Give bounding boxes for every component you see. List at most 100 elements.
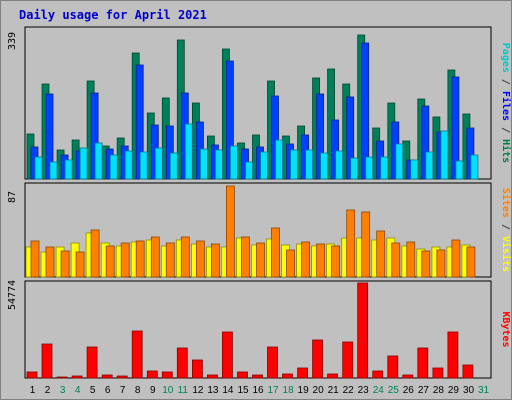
x-tick-label-day-24: 24 — [373, 385, 385, 396]
kbytes-legend-part-1: KBytes — [500, 311, 511, 347]
x-tick-label-day-18: 18 — [283, 385, 295, 396]
sites-visits-bar-sites-day-28 — [436, 249, 446, 278]
x-tick-label-day-29: 29 — [448, 385, 460, 396]
sites-visits-bar-sites-day-6 — [105, 245, 115, 278]
x-tick-label-day-31: 31 — [478, 385, 490, 396]
kbytes-bar-kbytes-day-22 — [342, 341, 354, 379]
x-tick-label-day-20: 20 — [313, 385, 325, 396]
pages-files-hits-bar-pages-day-24 — [380, 156, 389, 180]
x-tick-label-day-9: 9 — [150, 385, 156, 396]
pages-files-hits-bar-pages-day-23 — [365, 156, 374, 180]
kbytes-bar-kbytes-day-13 — [206, 374, 218, 379]
x-tick-label-day-23: 23 — [358, 385, 370, 396]
x-tick-label-day-4: 4 — [75, 385, 81, 396]
sites-visits-bar-sites-day-7 — [120, 242, 130, 278]
sites-visits-bar-sites-day-27 — [421, 250, 431, 278]
kbytes-bar-kbytes-day-11 — [176, 347, 188, 379]
sites-visits-bar-sites-day-25 — [391, 242, 401, 278]
kbytes-bar-kbytes-day-18 — [282, 373, 293, 379]
kbytes-bar-kbytes-day-17 — [267, 346, 278, 379]
sites-visits-bar-sites-day-10 — [165, 242, 175, 278]
kbytes-bar-kbytes-day-6 — [101, 374, 113, 379]
sites-visits-bar-sites-day-17 — [271, 227, 280, 278]
pages-files-hits-bar-pages-day-28 — [440, 130, 449, 180]
pages-files-hits-bar-pages-day-3 — [64, 159, 73, 180]
pages-files-hits-bar-pages-day-8 — [139, 151, 148, 180]
pages-files-hits-bar-pages-day-30 — [470, 154, 479, 180]
x-tick-label-day-2: 2 — [45, 385, 51, 396]
panel-frame-3 — [24, 280, 492, 379]
pages-files-hits-bar-pages-day-4 — [79, 147, 88, 180]
kbytes-bar-kbytes-day-12 — [191, 359, 203, 379]
pages-files-hits-bar-files-day-27 — [421, 105, 430, 180]
x-tick-label-day-21: 21 — [328, 385, 340, 396]
x-tick-label-day-12: 12 — [192, 385, 204, 396]
pages-files-hits-bar-pages-day-12 — [199, 148, 208, 180]
pages-files-hits-bar-files-day-30 — [466, 127, 475, 180]
pages-files-hits-bar-pages-day-29 — [455, 160, 464, 180]
pages-files-hits-bar-files-day-17 — [271, 95, 279, 180]
sites-visits-bar-sites-day-8 — [135, 240, 145, 278]
sites-visits-legend-part-1: Sites — [500, 188, 512, 218]
x-tick-label-day-1: 1 — [30, 385, 36, 396]
kbytes-bar-kbytes-day-25 — [387, 355, 399, 379]
kbytes-bar-kbytes-day-9 — [146, 370, 158, 379]
pages-files-hits-bar-files-day-20 — [316, 93, 325, 180]
x-tick-label-day-26: 26 — [403, 385, 415, 396]
pages-files-hits-bar-files-day-8 — [135, 64, 144, 180]
sites-visits-legend-part-2: / — [500, 218, 511, 236]
pages-files-hits-bar-pages-day-18 — [290, 149, 298, 180]
sites-visits-bar-sites-day-21 — [331, 245, 341, 278]
kbytes-bar-kbytes-day-7 — [116, 375, 128, 379]
pages-files-hits-bar-files-day-2 — [45, 93, 54, 180]
pages-files-hits-bar-pages-day-26 — [410, 159, 419, 180]
pages-files-hits-bar-pages-day-9 — [154, 147, 163, 180]
sites-visits-bar-sites-day-30 — [466, 246, 476, 278]
chart-title: Daily usage for April 2021 — [19, 8, 207, 22]
sites-visits-bar-sites-day-4 — [75, 251, 85, 278]
x-tick-label-day-5: 5 — [90, 385, 96, 396]
kbytes-bar-kbytes-day-23 — [357, 282, 369, 379]
pages-files-hits-bar-files-day-10 — [165, 125, 174, 180]
pages-files-hits-axis-legend: Pages / Files / Hits — [500, 43, 512, 163]
kbytes-bar-kbytes-day-4 — [71, 375, 83, 379]
x-tick-label-day-30: 30 — [463, 385, 475, 396]
x-tick-label-day-7: 7 — [120, 385, 126, 396]
x-tick-label-day-11: 11 — [178, 385, 189, 396]
x-tick-label-day-16: 16 — [252, 385, 264, 396]
kbytes-bar-kbytes-day-21 — [327, 373, 339, 379]
pages-files-hits-ymax-label: 339 — [7, 32, 18, 50]
pages-files-hits-bar-pages-day-14 — [229, 145, 238, 180]
pages-files-hits-bar-files-day-5 — [90, 92, 99, 180]
pages-files-hits-bar-pages-day-15 — [245, 161, 253, 180]
pages-files-hits-bar-pages-day-17 — [275, 139, 283, 180]
x-tick-label-day-25: 25 — [388, 385, 400, 396]
kbytes-bar-kbytes-day-26 — [402, 374, 414, 379]
kbytes-bar-kbytes-day-8 — [131, 330, 143, 379]
sites-visits-bar-sites-day-3 — [60, 250, 70, 278]
kbytes-bar-kbytes-day-1 — [26, 371, 38, 379]
kbytes-bar-kbytes-day-28 — [432, 367, 444, 379]
pages-files-hits-bar-pages-day-1 — [34, 156, 43, 180]
pages-files-hits-bar-pages-day-7 — [124, 150, 133, 180]
kbytes-bar-kbytes-day-10 — [161, 371, 173, 379]
pages-files-hits-legend-part-4: / — [500, 121, 511, 139]
x-tick-label-day-10: 10 — [162, 385, 174, 396]
x-tick-label-day-22: 22 — [343, 385, 355, 396]
x-tick-label-day-14: 14 — [222, 385, 234, 396]
sites-visits-bar-sites-day-19 — [301, 241, 311, 278]
kbytes-bar-kbytes-day-16 — [252, 374, 263, 379]
sites-visits-bar-sites-day-18 — [286, 249, 295, 278]
pages-files-hits-bar-pages-day-27 — [425, 151, 434, 180]
kbytes-bar-kbytes-day-27 — [417, 347, 429, 379]
x-tick-label-day-28: 28 — [433, 385, 445, 396]
pages-files-hits-bar-pages-day-22 — [350, 157, 359, 180]
sites-visits-bar-sites-day-29 — [451, 239, 461, 278]
sites-visits-bar-sites-day-15 — [241, 236, 250, 278]
sites-visits-bar-sites-day-11 — [180, 236, 190, 278]
kbytes-bar-kbytes-day-2 — [41, 343, 53, 379]
pages-files-hits-bar-files-day-29 — [451, 76, 460, 180]
sites-visits-bar-sites-day-1 — [30, 240, 40, 278]
kbytes-bar-kbytes-day-3 — [56, 376, 68, 379]
